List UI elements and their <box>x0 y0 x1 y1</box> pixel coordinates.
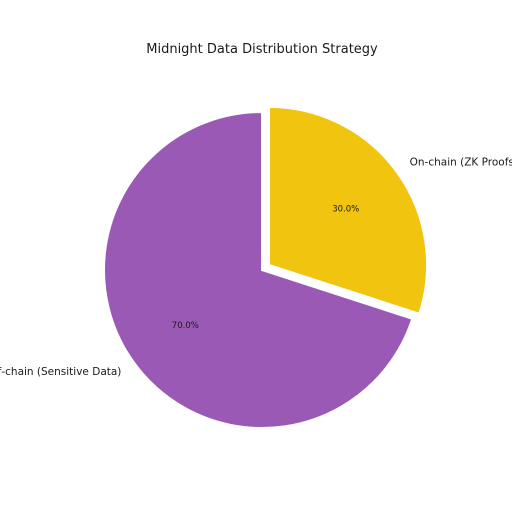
pie-labels: 30.0% On-chain (ZK Proofs/Metadata) 70.0% O… <box>0 157 512 378</box>
pie-slice-2 <box>103 110 414 429</box>
pie-slices <box>103 105 429 429</box>
slice-category-label-2: Off-chain (Sensitive Data) <box>0 366 121 378</box>
pie-slice-1 <box>268 105 429 315</box>
slice-percent-label-2: 70.0% <box>172 321 199 331</box>
slice-percent-label-1: 30.0% <box>332 205 359 215</box>
slice-category-label-1: On-chain (ZK Proofs/Metadata) <box>410 157 512 169</box>
chart-title: Midnight Data Distribution Strategy <box>146 42 378 57</box>
